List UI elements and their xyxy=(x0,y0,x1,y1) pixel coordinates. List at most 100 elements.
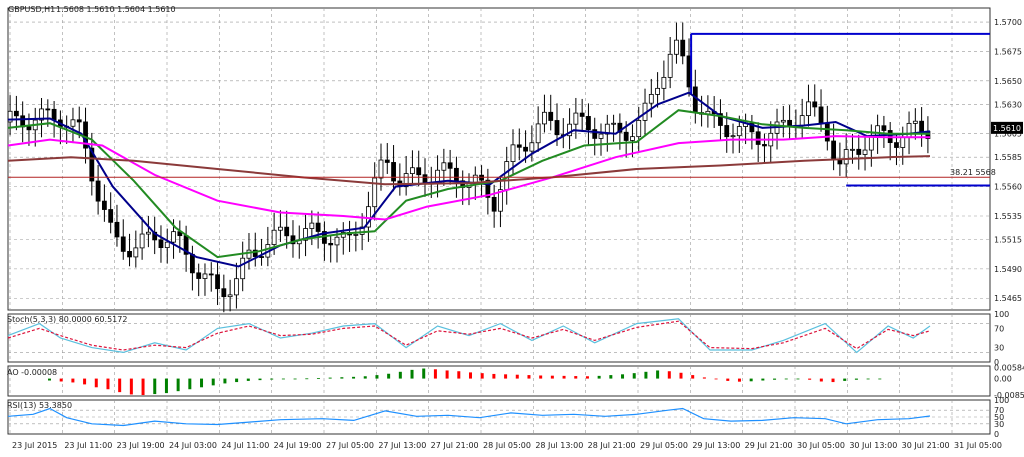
ao-bar xyxy=(866,378,870,380)
candle-body xyxy=(623,131,629,141)
candle-body xyxy=(806,101,811,117)
symbol-label: GBPUSD,H1 xyxy=(8,5,55,14)
x-tick-label: 27 Jul 05:00 xyxy=(326,441,374,450)
y-tick-label: 30 xyxy=(994,344,1004,353)
candle-body xyxy=(824,123,830,142)
candle-body xyxy=(680,39,686,57)
candle-body xyxy=(372,177,378,208)
candle-body xyxy=(535,123,541,144)
candle-body xyxy=(328,242,334,246)
y-tick-label: 1.5605 xyxy=(994,130,1022,139)
candle-body xyxy=(83,121,88,149)
candle-body xyxy=(315,222,321,232)
ao-bar xyxy=(831,378,835,383)
candle-body xyxy=(862,149,868,155)
ao-bar xyxy=(118,378,122,393)
candle-body xyxy=(655,87,660,95)
ao-bar xyxy=(71,378,75,383)
ao-bar xyxy=(702,377,706,379)
x-tick-label: 30 Jul 13:00 xyxy=(849,441,897,450)
ao-bar xyxy=(398,371,402,379)
series-ma_fast xyxy=(7,91,931,268)
x-tick-label: 30 Jul 05:00 xyxy=(797,441,845,450)
ao-bar xyxy=(188,378,192,390)
candle-body xyxy=(573,112,579,125)
ao-bar xyxy=(106,378,110,390)
y-tick-label: 1.5585 xyxy=(994,153,1022,162)
ohlc-label: 1.5608 1.5610 1.5604 1.5610 xyxy=(56,5,176,14)
candle-body xyxy=(252,249,258,257)
ao-bar xyxy=(445,370,449,379)
candle-body xyxy=(89,147,95,182)
ao-panel xyxy=(48,368,882,396)
grid xyxy=(7,7,991,435)
ao-bar xyxy=(691,375,695,379)
candle-body xyxy=(523,146,528,152)
ao-bar xyxy=(94,378,98,388)
ao-bar xyxy=(644,371,648,379)
candle-body xyxy=(598,133,604,139)
ao-bar xyxy=(246,378,250,381)
candle-body xyxy=(894,142,899,148)
ao-bar xyxy=(469,372,472,379)
candle-body xyxy=(215,274,220,290)
candle-body xyxy=(95,180,101,202)
candle-body xyxy=(799,115,805,127)
ao-bar xyxy=(363,376,367,379)
ao-bar xyxy=(819,378,823,382)
series-ma_slow xyxy=(7,135,930,221)
ao-bar xyxy=(808,378,812,380)
x-tick-label: 27 Jul 21:00 xyxy=(431,441,479,450)
candle-body xyxy=(498,189,503,212)
ao-bar xyxy=(328,377,332,379)
y-tick-label: 70 xyxy=(994,324,1004,333)
candle-body xyxy=(491,196,497,212)
ao-bar xyxy=(164,378,168,394)
candle-body xyxy=(586,116,591,131)
ao-bar xyxy=(784,378,788,380)
candle-body xyxy=(730,135,736,138)
ao-bar xyxy=(270,378,274,380)
candle-body xyxy=(447,162,453,169)
ao-bar xyxy=(621,374,625,379)
series-main xyxy=(7,318,931,354)
stochastic-panel xyxy=(7,318,990,354)
last-price-label: 1.5610 xyxy=(993,124,1021,133)
candle-body xyxy=(912,120,918,124)
ao-bar xyxy=(492,373,496,379)
series-signal xyxy=(7,320,931,351)
ao-bar xyxy=(258,378,262,381)
y-tick-label: 1.5650 xyxy=(994,77,1022,86)
y-tick-label: 1.5465 xyxy=(994,294,1022,303)
x-tick-label: 28 Jul 05:00 xyxy=(483,441,531,450)
main-panel-frame xyxy=(7,7,991,311)
ao-bar xyxy=(281,378,285,380)
candle-body xyxy=(145,231,151,235)
candle-body xyxy=(636,120,642,138)
ao-bar xyxy=(59,378,63,382)
y-tick-label: 1.5700 xyxy=(994,18,1022,27)
y-tick-label: 1.5490 xyxy=(994,265,1022,274)
candle-body xyxy=(736,126,742,137)
ao-bar xyxy=(387,373,391,379)
candle-body xyxy=(139,233,145,249)
candle-body xyxy=(227,294,233,298)
main-price-panel: 38.21 5568 xyxy=(7,22,996,313)
candle-body xyxy=(906,122,912,138)
rsi-panel xyxy=(7,407,990,427)
candle-body xyxy=(667,53,673,78)
ao-bar xyxy=(656,370,660,379)
candle-body xyxy=(120,236,126,252)
candle-body xyxy=(454,167,459,182)
ao-bar xyxy=(585,376,589,379)
candle-body xyxy=(189,253,195,274)
candle-body xyxy=(504,161,510,191)
ao-bar xyxy=(48,378,51,381)
candle-body xyxy=(259,256,264,258)
candle-body xyxy=(51,108,57,121)
candle-body xyxy=(101,200,107,210)
candle-body xyxy=(234,278,239,296)
candle-body xyxy=(787,119,793,126)
x-tick-label: 30 Jul 21:00 xyxy=(902,441,950,450)
ao-bar xyxy=(340,377,344,379)
